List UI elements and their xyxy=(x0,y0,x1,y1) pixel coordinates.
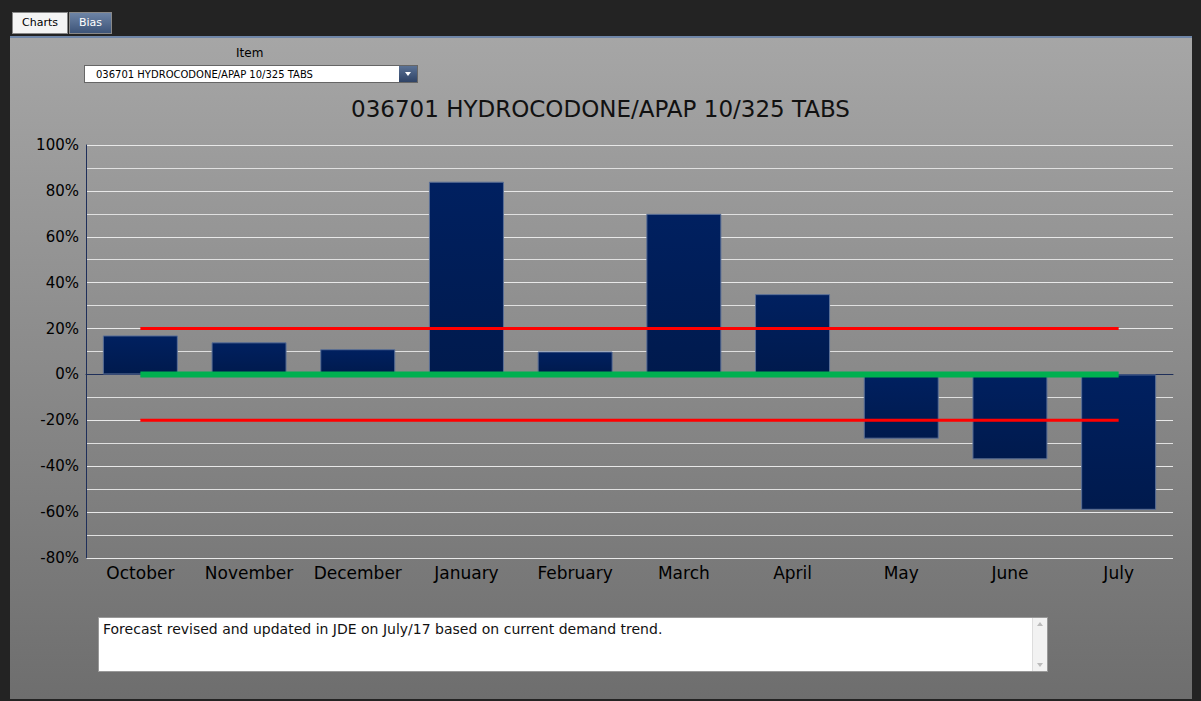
svg-text:November: November xyxy=(205,563,293,583)
html-text:Bias: Bias xyxy=(79,16,102,29)
svg-text:0%: 0% xyxy=(55,365,79,383)
html-text:036701 HYDROCODONE/APAP 10/325: 036701 HYDROCODONE/APAP 10/325 TABS xyxy=(96,69,313,80)
svg-text:20%: 20% xyxy=(46,320,79,338)
svg-text:April: April xyxy=(773,563,812,583)
svg-text:February: February xyxy=(537,563,612,583)
html-text:Charts: Charts xyxy=(22,16,58,29)
svg-text:100%: 100% xyxy=(36,136,79,154)
svg-text:October: October xyxy=(106,563,174,583)
svg-text:-20%: -20% xyxy=(40,411,79,429)
svg-text:80%: 80% xyxy=(46,182,79,200)
svg-text:60%: 60% xyxy=(46,228,79,246)
svg-text:July: July xyxy=(1102,563,1134,583)
svg-text:May: May xyxy=(884,563,919,583)
svg-text:June: June xyxy=(990,563,1028,583)
svg-text:January: January xyxy=(433,563,498,583)
svg-text:March: March xyxy=(658,563,710,583)
html-text:Forecast revised and updated i: Forecast revised and updated in JDE on J… xyxy=(103,621,663,637)
svg-text:-60%: -60% xyxy=(40,503,79,521)
svg-text:December: December xyxy=(314,563,402,583)
html-text:Item: Item xyxy=(236,46,264,60)
svg-text:036701 HYDROCODONE/APAP 10/325: 036701 HYDROCODONE/APAP 10/325 TABS xyxy=(351,96,850,122)
svg-text:-40%: -40% xyxy=(40,457,79,475)
svg-text:40%: 40% xyxy=(46,274,79,292)
svg-text:-80%: -80% xyxy=(40,549,79,567)
